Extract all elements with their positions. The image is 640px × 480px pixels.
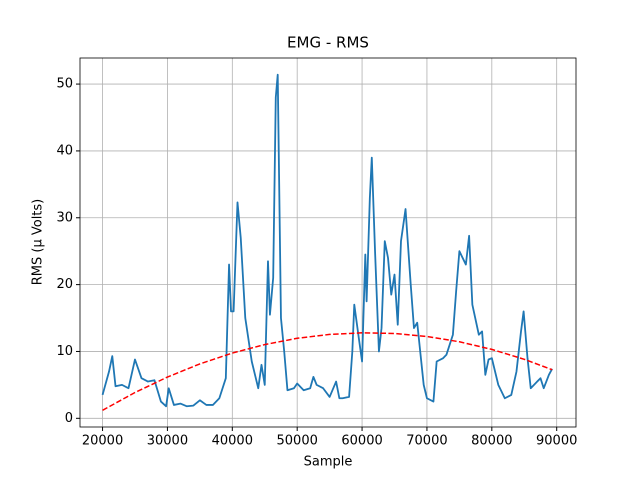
x-tick-label: 20000 bbox=[82, 434, 123, 449]
x-tick-label: 80000 bbox=[471, 434, 512, 449]
chart-title: EMG - RMS bbox=[287, 34, 369, 52]
x-tick-label: 90000 bbox=[536, 434, 577, 449]
plot-frame bbox=[79, 57, 577, 428]
y-tick-label: 20 bbox=[56, 277, 73, 292]
x-tick-label: 40000 bbox=[212, 434, 253, 449]
y-tick-label: 40 bbox=[56, 143, 73, 158]
y-tick-label: 10 bbox=[56, 344, 73, 359]
x-tick-label: 50000 bbox=[277, 434, 318, 449]
x-tick-label: 70000 bbox=[406, 434, 447, 449]
x-tick-label: 30000 bbox=[147, 434, 188, 449]
data-line bbox=[101, 73, 553, 408]
data-line bbox=[102, 332, 553, 411]
x-tick-label: 60000 bbox=[341, 434, 382, 449]
y-tick-label: 50 bbox=[56, 77, 73, 92]
y-axis-label: RMS (µ Volts) bbox=[31, 199, 46, 286]
y-tick-label: 30 bbox=[56, 210, 73, 225]
x-axis-label: Sample bbox=[304, 455, 353, 470]
y-tick-label: 0 bbox=[65, 411, 73, 426]
